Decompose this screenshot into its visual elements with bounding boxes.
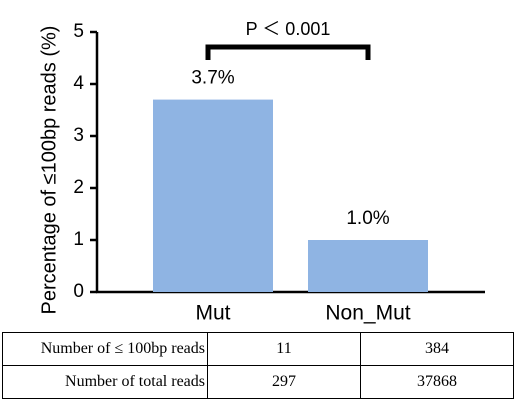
y-tick-label: 0 bbox=[73, 281, 84, 302]
table-cell: Number of total reads bbox=[2, 365, 208, 399]
chart: Percentage of ≤100bp reads (%) P ＜ 0.001… bbox=[38, 19, 485, 325]
y-tick-label: 4 bbox=[73, 73, 84, 94]
value-label: 3.7% bbox=[191, 68, 234, 89]
table-cell: 384 bbox=[360, 332, 514, 366]
table-cell: 37868 bbox=[360, 365, 514, 399]
significance-bracket bbox=[205, 44, 371, 60]
bar bbox=[153, 99, 273, 292]
table-row: Number of total reads 297 37868 bbox=[2, 365, 514, 399]
y-tick-label: 2 bbox=[73, 177, 84, 198]
y-tick-label: 1 bbox=[73, 229, 84, 250]
data-table: Number of ≤ 100bp reads 11 384 Number of… bbox=[2, 332, 514, 399]
y-tick-label: 3 bbox=[73, 125, 84, 146]
annotation: P ＜ 0.001 bbox=[246, 19, 331, 39]
bar bbox=[308, 240, 428, 292]
table-cell: Number of ≤ 100bp reads bbox=[2, 332, 208, 366]
table-row: Number of ≤ 100bp reads 11 384 bbox=[2, 332, 514, 366]
y-axis-label: Percentage of ≤100bp reads (%) bbox=[38, 26, 60, 315]
y-tick-label: 5 bbox=[73, 21, 84, 42]
value-label: 1.0% bbox=[346, 208, 389, 229]
table-cell: 297 bbox=[207, 365, 361, 399]
table-cell: 11 bbox=[207, 332, 361, 366]
x-tick-label: Non_Mut bbox=[325, 302, 410, 325]
x-tick-label: Mut bbox=[195, 302, 230, 325]
